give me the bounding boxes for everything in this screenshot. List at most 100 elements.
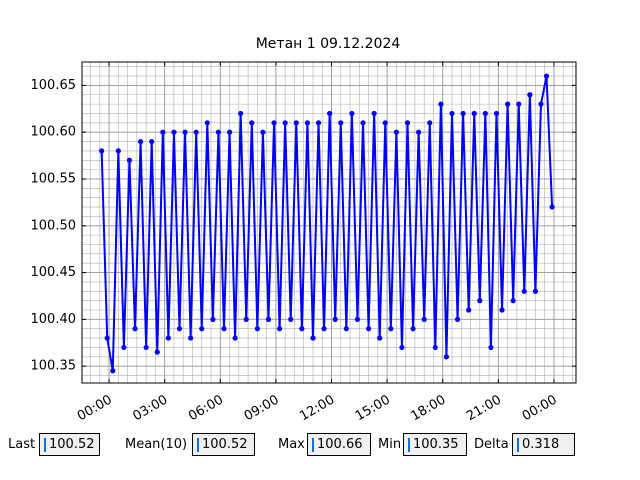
text-cursor — [312, 437, 314, 452]
stat-value: 0.318 — [522, 437, 560, 452]
y-tick-label: 100.65 — [31, 78, 77, 93]
data-point — [149, 138, 155, 145]
data-point — [532, 288, 539, 294]
data-point — [182, 129, 188, 135]
data-point — [388, 326, 394, 332]
data-point — [343, 326, 349, 332]
data-point — [137, 138, 144, 145]
data-point — [176, 326, 183, 332]
data-point — [310, 335, 316, 341]
data-point — [321, 326, 327, 332]
data-point — [510, 298, 516, 304]
data-point — [282, 120, 288, 126]
data-point — [377, 335, 383, 341]
data-point — [304, 120, 311, 126]
data-point — [210, 316, 216, 322]
stat-label: Max — [278, 436, 305, 452]
stat-field[interactable]: 0.318 — [512, 433, 575, 456]
stat-field[interactable]: 100.66 — [307, 433, 371, 456]
data-point — [349, 110, 355, 117]
data-point — [499, 307, 505, 313]
data-point — [204, 120, 210, 126]
x-tick-label: 00:00 — [75, 393, 115, 420]
data-point — [454, 316, 461, 322]
data-point — [427, 120, 433, 126]
data-point — [471, 110, 477, 117]
data-point — [399, 344, 405, 351]
data-point — [360, 120, 366, 126]
data-point — [249, 120, 255, 126]
data-point — [199, 326, 205, 332]
stat-label: Min — [378, 436, 402, 452]
stat-value: 100.52 — [49, 437, 95, 452]
data-point — [438, 101, 444, 107]
x-tick-label: 03:00 — [130, 393, 170, 420]
x-tick-label: 21:00 — [464, 393, 504, 420]
stat-value: 100.52 — [202, 437, 248, 452]
data-point — [271, 120, 277, 126]
stat-label: Last — [8, 436, 36, 452]
text-cursor — [197, 437, 199, 452]
text-cursor — [517, 437, 519, 452]
data-point — [126, 157, 133, 163]
data-point — [421, 316, 427, 322]
data-point — [299, 326, 305, 332]
x-tick-label: 12:00 — [297, 393, 337, 420]
data-point — [516, 101, 522, 107]
data-point — [238, 110, 244, 117]
data-point — [288, 316, 294, 322]
data-point — [538, 101, 544, 107]
data-point — [99, 148, 105, 154]
y-tick-label: 100.35 — [31, 359, 77, 374]
data-point — [188, 335, 194, 341]
y-tick-label: 100.55 — [31, 171, 77, 186]
x-tick-label: 00:00 — [520, 393, 560, 420]
data-point — [482, 110, 488, 117]
data-point — [143, 344, 149, 351]
data-point — [488, 344, 494, 351]
data-point — [449, 110, 455, 117]
stat-field[interactable]: 100.35 — [403, 433, 467, 456]
data-point — [193, 129, 199, 135]
data-point — [432, 344, 438, 351]
data-point — [477, 298, 483, 304]
chart: Метан 1 09.12.2024 100.35 100.40 100.45 100… — [31, 36, 577, 424]
data-point — [315, 120, 322, 126]
data-point — [110, 368, 116, 374]
data-point — [165, 335, 171, 341]
data-point — [443, 354, 450, 360]
data-point — [543, 73, 550, 79]
data-point — [404, 120, 411, 126]
data-point — [232, 335, 238, 341]
data-point — [549, 204, 555, 210]
data-point — [160, 129, 166, 135]
data-point — [493, 110, 500, 117]
stat-label: Delta — [474, 436, 509, 452]
data-point — [277, 326, 283, 332]
stat-label: Mean(10) — [125, 436, 188, 452]
y-tick-label: 100.50 — [31, 218, 77, 233]
data-point — [115, 148, 121, 154]
data-point — [226, 129, 233, 135]
plot-frame — [81, 61, 577, 384]
data-point — [215, 129, 222, 135]
x-tick-label: 09:00 — [242, 393, 282, 420]
data-line — [100, 75, 554, 372]
x-tick-label: 06:00 — [186, 393, 226, 420]
data-point — [154, 349, 160, 355]
data-point — [132, 326, 138, 332]
stat-field[interactable]: 100.52 — [192, 433, 255, 456]
data-point — [104, 335, 110, 341]
chart-title: Метан 1 09.12.2024 — [256, 36, 401, 52]
y-tick-label: 100.40 — [31, 312, 77, 327]
data-point — [521, 288, 527, 294]
data-point — [527, 92, 533, 98]
x-tick-label: 18:00 — [409, 393, 449, 420]
data-point — [505, 101, 511, 107]
data-point — [382, 120, 388, 126]
data-point — [371, 110, 377, 117]
data-point — [265, 316, 272, 322]
text-cursor — [408, 437, 410, 452]
stat-field[interactable]: 100.52 — [39, 433, 100, 456]
